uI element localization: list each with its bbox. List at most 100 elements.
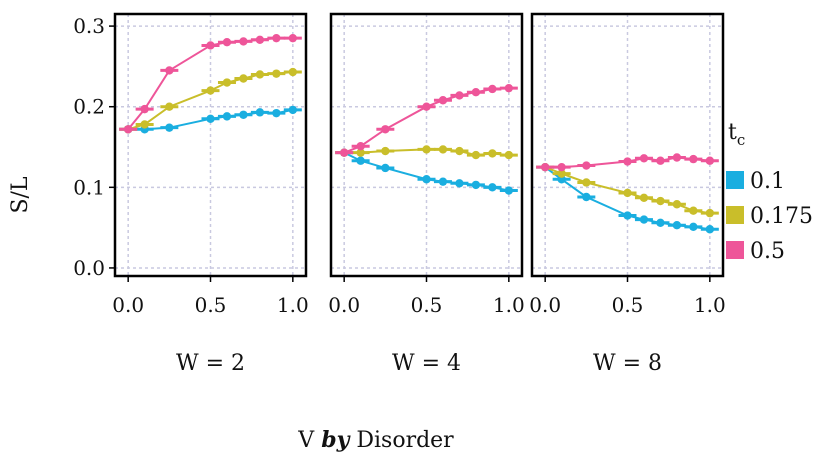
data-point [272, 33, 281, 43]
data-point [623, 211, 632, 220]
data-point [422, 102, 431, 111]
x-tick-label: 0.5 [411, 293, 443, 317]
legend-title-sub: c [737, 131, 745, 149]
x-tick-label: 1.0 [694, 293, 726, 317]
data-point [540, 162, 550, 172]
x-tick-label: 0.5 [195, 293, 227, 317]
data-point [672, 153, 682, 162]
data-point [222, 78, 232, 87]
data-point [656, 156, 665, 165]
data-point [339, 148, 349, 157]
data-point [438, 96, 448, 105]
data-point [206, 86, 215, 95]
x-tick-label: 1.0 [493, 293, 525, 317]
data-point [689, 222, 698, 232]
data-point [288, 67, 298, 77]
y-tick-label: 0.0 [73, 256, 105, 280]
data-point [504, 186, 514, 195]
data-point [381, 125, 390, 134]
data-point [639, 154, 649, 163]
data-point [656, 196, 665, 206]
data-point [140, 104, 149, 114]
data-point [438, 145, 448, 154]
x-axis-title: V by Disorder [297, 427, 454, 453]
data-point [239, 74, 248, 83]
data-point [623, 157, 632, 166]
x-axis-title-suffix: Disorder [349, 428, 454, 453]
y-tick-label: 0.3 [73, 14, 105, 38]
legend-title-main: t [728, 120, 737, 145]
data-point [623, 188, 632, 198]
panel-1: 0.0 0.5 1.0 0.0 0.1 0.2 0.3 W = 2 [73, 12, 309, 376]
data-point [206, 41, 215, 50]
x-tick-label: 1.0 [277, 293, 309, 317]
data-point [455, 91, 464, 100]
data-point [288, 33, 298, 43]
legend: tc 0.1 0.175 0.5 [726, 120, 813, 264]
data-point [272, 108, 281, 118]
legend-swatch-0.5 [726, 241, 744, 259]
legend-title: tc [728, 120, 745, 149]
data-point [239, 110, 248, 119]
y-tick-label: 0.2 [73, 95, 105, 119]
facet-label: W = 4 [392, 351, 461, 376]
legend-swatch-0.175 [726, 206, 744, 224]
data-point [239, 37, 248, 46]
x-tick-label: 0.5 [612, 293, 644, 317]
data-point [471, 150, 481, 160]
data-point [488, 183, 497, 192]
data-point [582, 192, 591, 202]
x-tick-label: 0.0 [328, 293, 360, 317]
data-point [488, 149, 497, 158]
data-point [689, 206, 698, 215]
data-point [255, 108, 265, 117]
data-point [705, 208, 715, 218]
data-point [255, 70, 265, 79]
data-point [471, 87, 481, 97]
data-point [438, 177, 448, 186]
data-point [656, 218, 665, 227]
data-point [705, 156, 715, 165]
data-point [455, 179, 464, 188]
legend-label-0.1: 0.1 [750, 169, 785, 194]
data-point [705, 225, 715, 234]
data-point [165, 102, 174, 111]
data-point [255, 35, 265, 44]
data-point [123, 125, 133, 134]
x-tick-label: 0.0 [112, 293, 144, 317]
data-point [639, 215, 649, 224]
data-point [140, 120, 149, 129]
facet-label: W = 2 [176, 351, 245, 376]
legend-entries: 0.1 0.175 0.5 [726, 169, 813, 264]
data-point [356, 148, 365, 157]
data-point [504, 150, 514, 160]
data-point [582, 161, 591, 170]
panel-3: 0.0 0.5 1.0 W = 8 [529, 12, 726, 376]
panel-2: 0.0 0.5 1.0 W = 4 [328, 12, 525, 376]
data-point [471, 180, 481, 190]
data-point [672, 221, 682, 230]
data-point [504, 83, 514, 93]
x-axis-title-by: by [321, 427, 351, 453]
x-tick-label: 0.0 [529, 293, 561, 317]
data-point [165, 123, 174, 132]
data-point [222, 112, 232, 121]
legend-swatch-0.1 [726, 171, 744, 189]
data-point [422, 145, 431, 154]
data-point [488, 84, 497, 94]
legend-label-0.175: 0.175 [750, 204, 813, 229]
x-axis-title-prefix: V [297, 428, 321, 453]
facet-panels: 0.0 0.5 1.00.00.10.20.3W = 20.0 0.5 1.0W = 4… [73, 12, 726, 376]
data-point [222, 38, 232, 47]
data-point [356, 142, 365, 151]
data-point [557, 162, 566, 172]
data-point [639, 193, 649, 203]
data-point [689, 154, 698, 164]
data-point [455, 146, 464, 156]
y-axis-title: S/L [8, 176, 33, 213]
data-point [288, 105, 298, 115]
data-point [272, 69, 281, 78]
data-point [557, 169, 566, 178]
data-point [381, 146, 390, 156]
